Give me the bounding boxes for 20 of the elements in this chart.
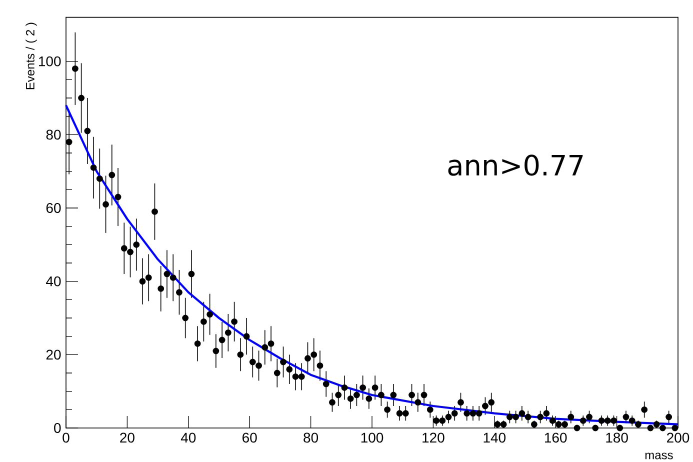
x-tick-label: 100 [361, 432, 384, 443]
x-tick-label: 80 [304, 432, 318, 443]
y-tick-label: 20 [46, 350, 61, 360]
x-tick-label: 0 [62, 432, 70, 443]
x-tick-label: 40 [180, 432, 196, 443]
x-tick-label: 160 [544, 432, 567, 443]
y-axis-title: Events / ( 2 ) [26, 22, 37, 90]
x-tick-label: 60 [242, 432, 257, 443]
x-tick-label: 120 [422, 432, 444, 443]
y-tick-label: 40 [46, 276, 61, 286]
y-tick-label: 100 [39, 56, 61, 66]
y-tick-label: 60 [46, 203, 61, 213]
x-tick-label: 200 [667, 432, 690, 443]
x-axis-title: mass [645, 452, 673, 460]
y-tick-label: 0 [54, 423, 61, 433]
annotation: ann>0.77 [448, 154, 583, 176]
x-tick-label: 180 [606, 432, 628, 443]
y-tick-label: 80 [46, 130, 61, 140]
x-tick-label: 20 [120, 432, 134, 443]
x-tick-label: 140 [484, 432, 506, 443]
